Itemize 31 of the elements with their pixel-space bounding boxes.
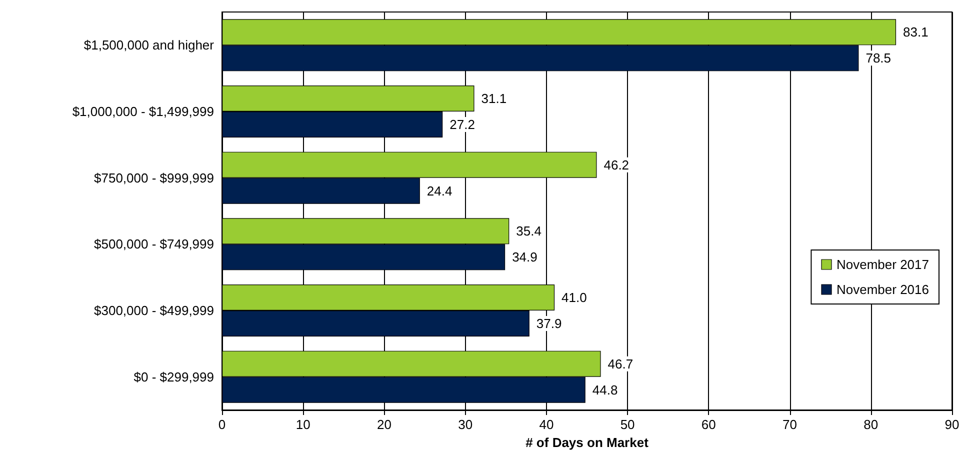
x-tick-label: 60: [701, 417, 716, 432]
data-label: 27.2: [450, 117, 475, 132]
data-label: 44.8: [592, 382, 618, 398]
data-label: 37.9: [536, 316, 562, 331]
x-tick-label: 70: [782, 417, 798, 432]
data-label: 78.5: [866, 50, 892, 66]
x-tick-label: 50: [620, 417, 635, 432]
data-label: 35.4: [516, 224, 542, 239]
x-axis-title: # of Days on Market: [526, 435, 650, 450]
data-label: 34.9: [512, 250, 538, 265]
data-label: 41.0: [562, 290, 587, 305]
y-tick-label: $1,500,000 and higher: [84, 38, 215, 53]
data-label: 46.2: [604, 157, 630, 172]
x-tick-label: 10: [296, 417, 310, 432]
x-tick-label: 20: [376, 417, 392, 432]
y-tick-label: $1,000,000 - $1,499,999: [72, 104, 214, 119]
legend-label: November 2017: [836, 257, 929, 272]
x-tick-label: 0: [218, 417, 226, 432]
data-label: 83.1: [903, 24, 928, 40]
legend-label: November 2016: [836, 282, 929, 297]
x-tick-label: 80: [864, 417, 878, 432]
y-tick-label: $0 - $299,999: [134, 369, 214, 384]
x-tick-label: 30: [458, 417, 473, 432]
data-label: 46.7: [608, 356, 634, 372]
x-tick-label: 40: [539, 417, 554, 432]
data-label: 31.1: [481, 91, 507, 106]
y-tick-label: $300,000 - $499,999: [94, 303, 214, 318]
data-label: 24.4: [426, 183, 452, 198]
x-tick-label: 90: [944, 417, 960, 432]
y-tick-label: $750,000 - $999,999: [94, 170, 214, 186]
y-tick-label: $500,000 - $749,999: [94, 236, 214, 252]
